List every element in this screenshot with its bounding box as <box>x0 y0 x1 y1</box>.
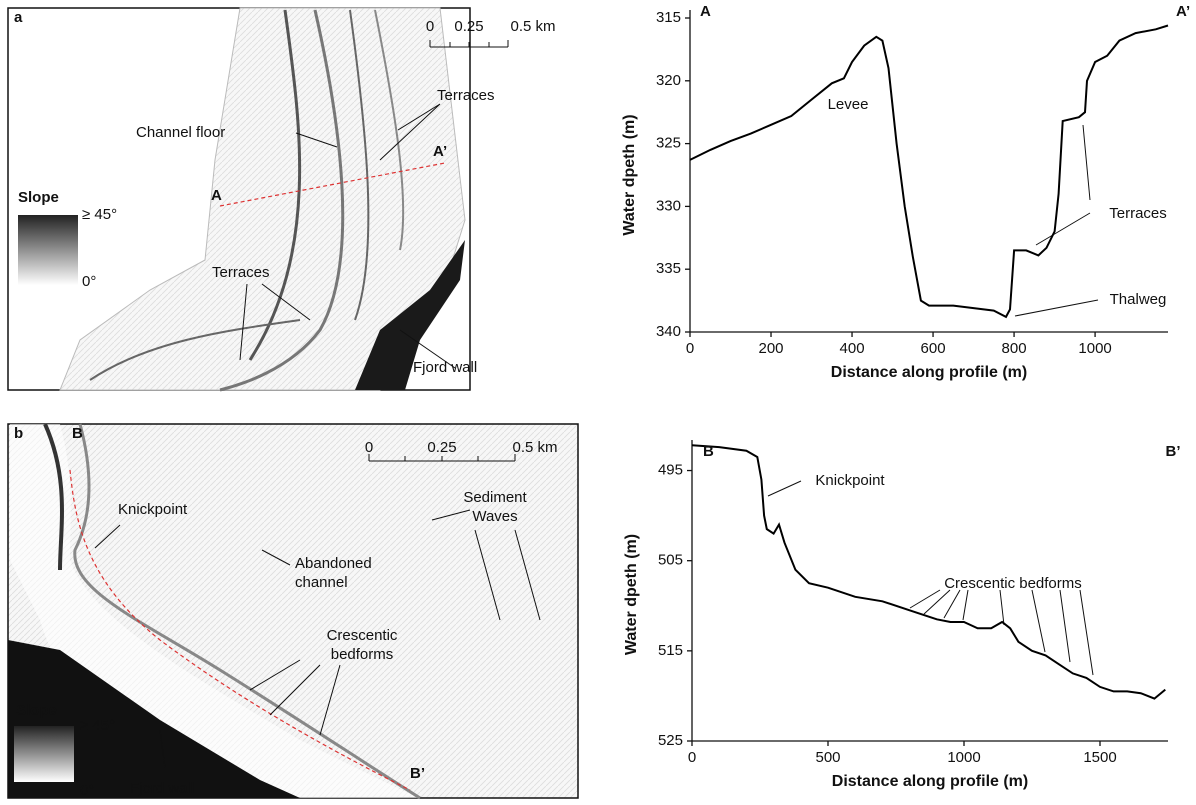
x-tick-label: 200 <box>759 340 784 357</box>
legend-min: 0° <box>82 273 96 290</box>
map-b <box>7 423 579 800</box>
x-axis-title: Distance along profile (m) <box>831 364 1027 381</box>
legend-title: Slope <box>16 702 57 719</box>
panel-label: a <box>14 9 23 26</box>
y-tick-label: 495 <box>658 462 683 479</box>
text-line: Waves <box>472 508 517 525</box>
map-label: Fjord wall <box>413 359 477 376</box>
map-label: Knickpoint <box>118 501 188 518</box>
text-line: Knickpoint <box>118 501 188 518</box>
y-tick-label: 335 <box>656 260 681 277</box>
y-tick-label: 525 <box>658 732 683 749</box>
map-label: B’ <box>410 765 425 782</box>
y-tick-label: 315 <box>656 9 681 26</box>
map-label: Terraces <box>437 87 495 104</box>
text-line: Terraces <box>437 87 495 104</box>
x-tick-label: 400 <box>840 340 865 357</box>
y-tick-label: 505 <box>658 552 683 569</box>
text-line: A’ <box>433 143 447 160</box>
x-tick-label: 1000 <box>1078 340 1111 357</box>
text-line: Terraces <box>212 264 270 281</box>
x-tick-label: 1500 <box>1083 749 1116 766</box>
panel-label: b <box>14 425 23 442</box>
map-label: Sediment Waves <box>463 489 527 525</box>
legend-max: ≥ 45° <box>80 717 115 734</box>
annotation: Levee <box>828 96 869 113</box>
scale-label: 0 <box>426 18 434 35</box>
text-line: Fjord wall <box>413 359 477 376</box>
y-tick-label: 330 <box>656 197 681 214</box>
legend-max: ≥ 45° <box>82 206 117 223</box>
annotation: Terraces <box>1109 205 1167 222</box>
x-tick-label: 800 <box>1002 340 1027 357</box>
text-line: Sediment <box>463 489 527 506</box>
y-tick-label: 325 <box>656 135 681 152</box>
text-line: Fjord wall <box>130 780 194 797</box>
x-axis-title: Distance along profile (m) <box>832 773 1028 790</box>
scale-label: 0.5 km <box>512 439 557 456</box>
y-tick-label: 320 <box>656 72 681 89</box>
annotation: B <box>703 443 714 460</box>
map-label: Channel floor <box>136 124 225 141</box>
annotation: A’ <box>1176 3 1190 20</box>
scale-label: 0.5 km <box>510 18 555 35</box>
map-label: Crescentic bedforms <box>327 627 398 663</box>
map-label: A <box>211 187 222 204</box>
x-tick-label: 0 <box>686 340 694 357</box>
x-tick-label: 600 <box>921 340 946 357</box>
map-label: Fjord wall <box>130 780 194 797</box>
map-a <box>7 7 509 392</box>
x-tick-label: 1000 <box>947 749 980 766</box>
legend-title: Slope <box>18 189 59 206</box>
scale-label: 0.25 <box>454 18 483 35</box>
annotation: Crescentic bedforms <box>944 575 1082 592</box>
map-label: Terraces <box>212 264 270 281</box>
y-axis-title: Water dpeth (m) <box>623 534 640 655</box>
map-label: B <box>72 425 83 442</box>
annotation: Thalweg <box>1110 291 1167 308</box>
legend-min: 0° <box>80 782 94 799</box>
y-axis-title: Water dpeth (m) <box>621 114 638 235</box>
profile-line <box>689 24 1169 319</box>
x-tick-label: 500 <box>815 749 840 766</box>
annotation: A <box>700 3 711 20</box>
y-tick-label: 340 <box>656 323 681 340</box>
scale-label: 0.25 <box>427 439 456 456</box>
text-line: Crescentic <box>327 627 398 644</box>
profile-line <box>691 444 1166 700</box>
map-label: Abandoned channel <box>295 555 372 591</box>
text-line: Channel floor <box>136 124 225 141</box>
x-tick-label: 0 <box>688 749 696 766</box>
text-line: B’ <box>410 765 425 782</box>
annotation: Knickpoint <box>815 472 885 489</box>
map-label: A’ <box>433 143 447 160</box>
text-line: channel <box>295 574 348 591</box>
y-tick-label: 515 <box>658 642 683 659</box>
annotation: B’ <box>1166 443 1181 460</box>
text-line: A <box>211 187 222 204</box>
text-line: B <box>72 425 83 442</box>
scale-label: 0 <box>365 439 373 456</box>
text-line: Abandoned <box>295 555 372 572</box>
text-line: bedforms <box>331 646 394 663</box>
